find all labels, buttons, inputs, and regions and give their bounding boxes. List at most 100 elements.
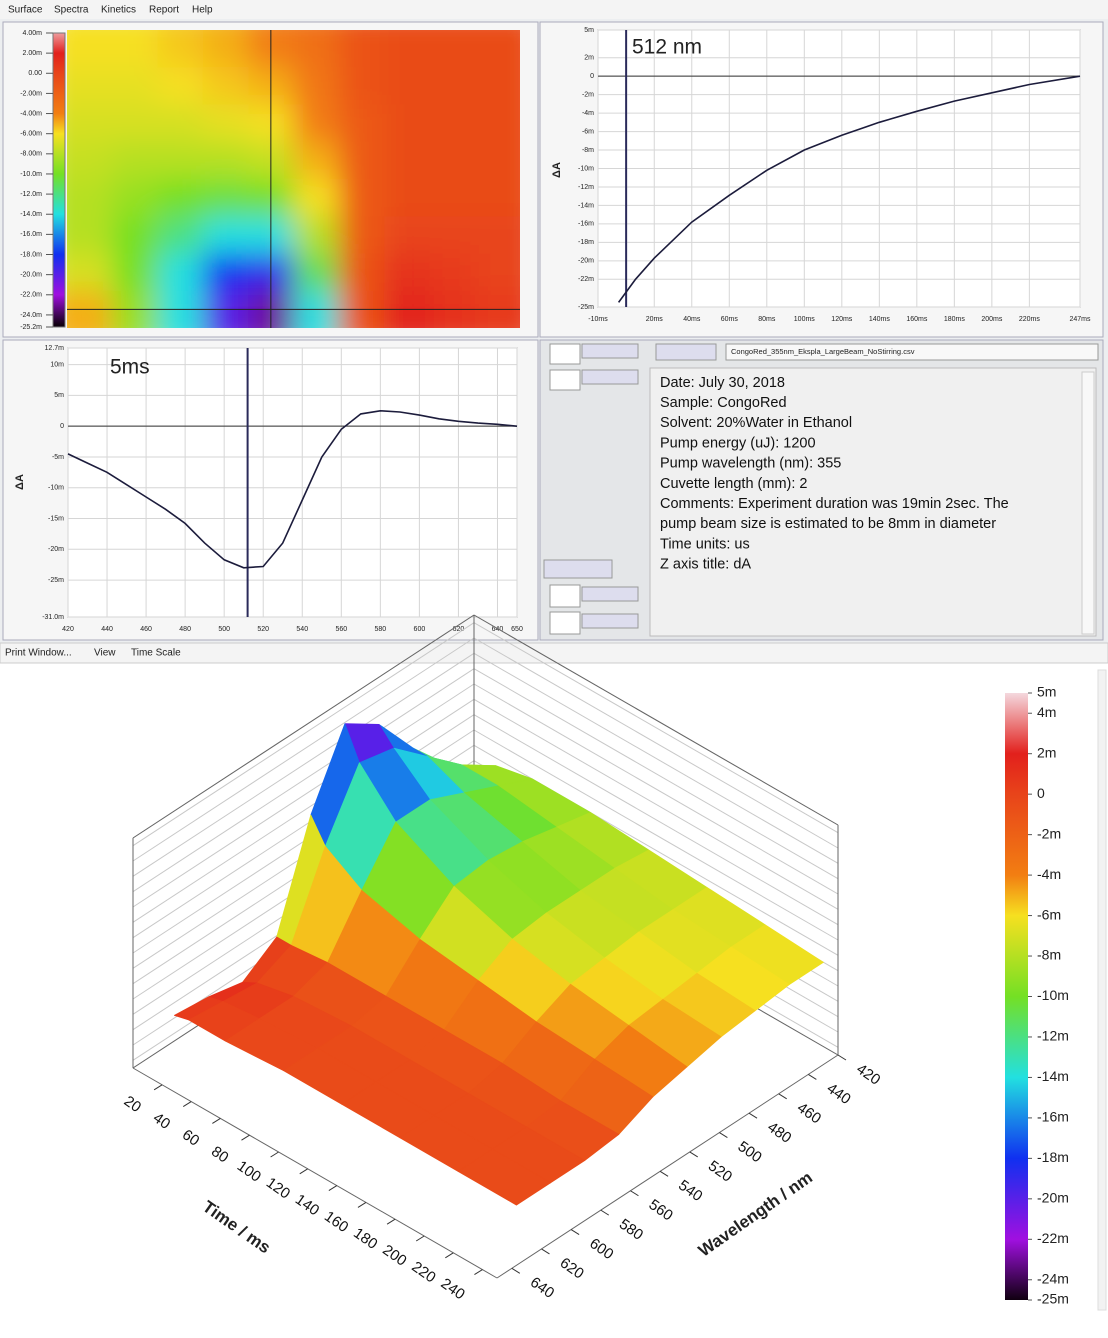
tick-mark [689, 1151, 699, 1158]
x-tick-label: 80 [208, 1143, 231, 1166]
y-tick-label: 0 [590, 73, 594, 80]
menu-item[interactable]: Kinetics [101, 5, 136, 16]
colorbar-tick-label: -16m [1037, 1109, 1069, 1125]
heatmap-cell [112, 253, 159, 292]
heatmap-cell [429, 179, 476, 218]
heatmap-cell [202, 216, 250, 255]
y-tick-label: -4m [582, 110, 594, 117]
heatmap-cell [429, 253, 476, 292]
tick-mark [182, 1101, 192, 1108]
info-line: Cuvette length (mm): 2 [660, 476, 807, 492]
heatmap-cell [293, 67, 340, 106]
tick-mark [212, 1117, 221, 1124]
button[interactable] [543, 559, 613, 579]
tick-mark [719, 1132, 728, 1138]
wall-grid-line [473, 668, 839, 880]
x-tick-label: 200 [379, 1241, 409, 1269]
scrollbar[interactable] [1097, 669, 1107, 1311]
tick-mark [445, 1252, 454, 1259]
status-menu-item[interactable]: Print Window... [5, 648, 72, 659]
file-name-box [725, 343, 1099, 361]
heatmap-cell [67, 216, 114, 255]
heatmap-cell [112, 67, 159, 106]
button[interactable] [549, 611, 581, 635]
heatmap-cell [384, 67, 431, 106]
menu-item[interactable]: Help [192, 5, 213, 16]
info-line: Date: July 30, 2018 [660, 375, 785, 391]
y-tick-label: 12.7m [45, 345, 65, 352]
x-tick-label: -10ms [588, 316, 608, 323]
info-line: Solvent: 20%Water in Ethanol [660, 415, 852, 431]
y-tick-label: -5m [52, 454, 64, 461]
y-tick-label: 580 [616, 1216, 646, 1244]
button[interactable] [655, 343, 717, 361]
chart-title: 5ms [110, 356, 150, 379]
info-line: Time units: us [660, 536, 750, 552]
menu-item[interactable]: Spectra [54, 5, 89, 16]
colorbar [52, 32, 66, 328]
y-tick-label: -12m [578, 184, 594, 191]
heatmap-cell [157, 67, 204, 106]
y-tick-label: -31.0m [42, 614, 64, 621]
heatmap-cell [338, 30, 386, 69]
colorbar-tick-label: 4.00m [23, 30, 43, 37]
heatmap-cell [474, 253, 520, 292]
colorbar-tick-label: -14m [1037, 1068, 1069, 1084]
x-tick-label: 140 [292, 1191, 322, 1219]
heatmap-cell [157, 104, 204, 143]
x-tick-label: 480 [179, 626, 191, 633]
y-tick-label: -10m [48, 485, 64, 492]
colorbar-tick-label: -24m [1037, 1270, 1069, 1286]
button[interactable] [581, 343, 639, 359]
button[interactable] [549, 343, 581, 365]
x-tick-label: 160 [321, 1208, 351, 1236]
heatmap-cell [429, 67, 476, 106]
menu-bar [0, 0, 1108, 19]
scrollbar[interactable] [1081, 371, 1095, 635]
colorbar-tick-label: -25m [1037, 1291, 1069, 1307]
x-tick-label: 20 [121, 1093, 144, 1116]
y-tick-label: -2m [582, 91, 594, 98]
colorbar-tick-label: -18m [1037, 1149, 1069, 1165]
colorbar-tick-label: -4.00m [20, 110, 42, 117]
menu-item[interactable]: Surface [8, 5, 43, 16]
status-menu-item[interactable]: Time Scale [131, 648, 181, 659]
y-tick-label: 10m [50, 361, 64, 368]
colorbar-tick-label: -24.0m [20, 312, 42, 319]
y-tick-label: 420 [853, 1060, 883, 1088]
y-tick-label: 560 [646, 1196, 676, 1224]
heatmap-cell [338, 104, 386, 143]
button[interactable] [549, 584, 581, 608]
heatmap-cell [67, 67, 114, 106]
x-tick-label: 600 [414, 626, 426, 633]
info-box [649, 367, 1097, 637]
status-menu-item[interactable]: View [94, 648, 116, 659]
colorbar-tick-label: -22m [1037, 1230, 1069, 1246]
heatmap-cell [293, 216, 340, 255]
x-tick-label: 200ms [981, 316, 1003, 323]
menu-item[interactable]: Report [149, 5, 179, 16]
heatmap-cell [474, 30, 520, 69]
colorbar-tick-label: -8m [1037, 947, 1061, 963]
tick-mark [241, 1134, 250, 1141]
button[interactable] [549, 369, 581, 391]
file-name: CongoRed_355nm_Ekspla_LargeBeam_NoStirri… [731, 347, 915, 356]
x-tick-label: 440 [101, 626, 113, 633]
button[interactable] [581, 586, 639, 602]
x-tick-label: 520 [257, 626, 269, 633]
tick-mark [270, 1151, 279, 1158]
colorbar-tick-label: -20.0m [20, 271, 42, 278]
tick-mark [474, 1269, 483, 1276]
heatmap-cell [474, 67, 520, 106]
y-tick-label: 540 [675, 1177, 705, 1205]
button[interactable] [581, 369, 639, 385]
heatmap-cell [429, 30, 476, 69]
heatmap-cell [384, 216, 431, 255]
heatmap-cell [112, 216, 159, 255]
toolbar-buttons [543, 343, 717, 635]
heatmap-cell [157, 30, 204, 69]
tick-mark [357, 1201, 367, 1208]
x-tick-label: 640 [492, 626, 504, 633]
heatmap-cell [293, 30, 340, 69]
button[interactable] [581, 613, 639, 629]
